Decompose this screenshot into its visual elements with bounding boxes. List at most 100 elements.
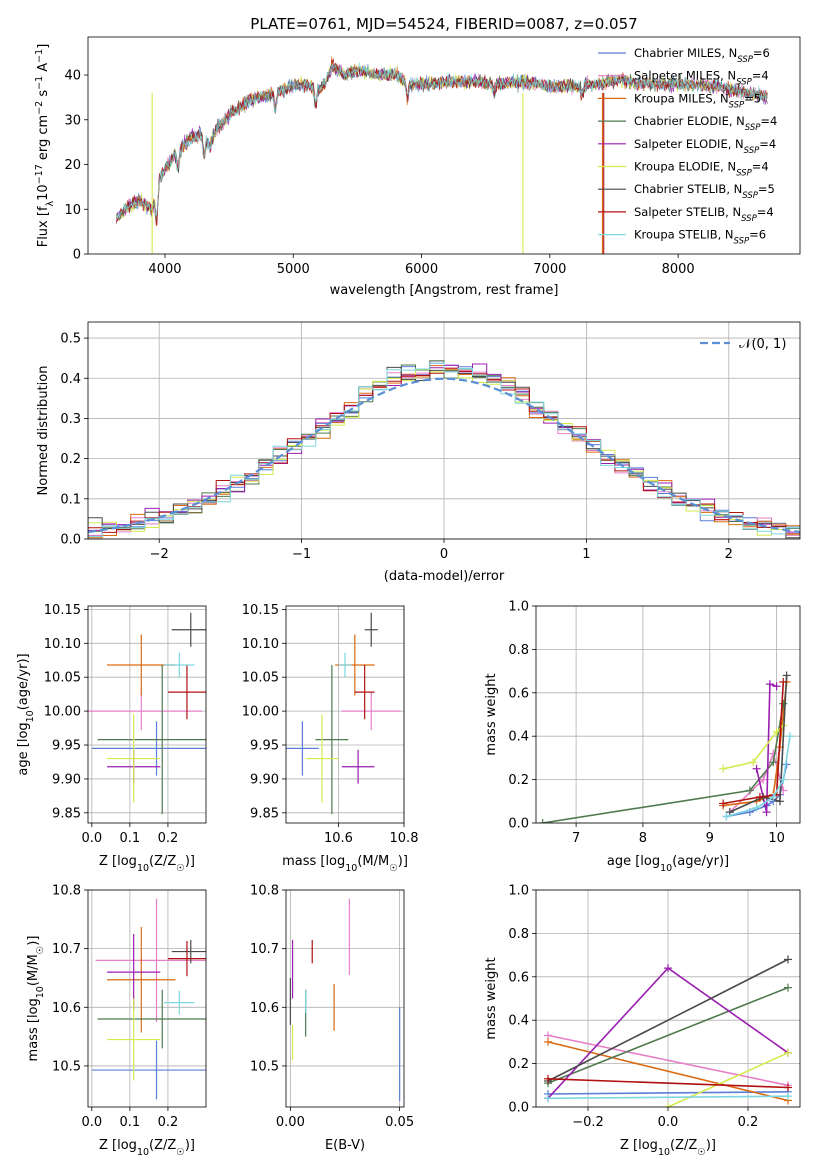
residuals-panel: −2 −1 0 1 2 0.0 0.1 0.2 0.3 0.4 0.5 𝒩(0, 1) (data-mo… — [36, 321, 801, 584]
legend-label: Chabrier STELIB, NSSP=5 — [634, 182, 775, 201]
x-tick-label: 8 — [639, 831, 647, 846]
x-tick-label: −2 — [150, 547, 169, 562]
grid — [286, 606, 405, 823]
x-axis-label: E(B-V) — [325, 1138, 365, 1153]
y-tick-label: 0.6 — [508, 970, 529, 985]
plot-marks — [538, 671, 794, 823]
y-tick-label: 0.2 — [60, 452, 81, 467]
axes-frame — [87, 605, 207, 824]
x-axis-label: Z [log10(Z/Z☉)] — [99, 1138, 195, 1158]
x-axis-label: wavelength [Angstrom, rest frame] — [330, 283, 559, 298]
x-axis-label: age [log10(age/yr)] — [607, 854, 729, 874]
y-tick-label: 10.05 — [242, 671, 279, 686]
y-tick-label: 9.85 — [250, 806, 279, 821]
error-bar-point — [164, 990, 195, 1015]
weight-series-line — [755, 683, 777, 813]
y-tick-label: 0.0 — [508, 1101, 529, 1116]
y-tick-label: 30 — [64, 113, 81, 128]
weight-series-line — [547, 1091, 789, 1095]
y-tick-label: 9.95 — [250, 739, 279, 754]
y-tick-label: 10.10 — [44, 637, 81, 652]
y-tick-label: 9.90 — [250, 772, 279, 787]
error-bar-point — [95, 898, 206, 1022]
error-bar-point — [171, 612, 206, 647]
x-tick-label: 10 — [768, 831, 785, 846]
x-axis-label: Z [log10(Z/Z☉)] — [620, 1138, 716, 1158]
weight-series-line — [729, 675, 788, 813]
y-tick-label: 0.2 — [508, 1057, 529, 1072]
error-bar-point — [107, 926, 176, 1033]
y-tick-label: 10.15 — [44, 603, 81, 618]
grid — [88, 889, 206, 1107]
error-bar-point — [354, 664, 375, 720]
x-tick-label: 0.1 — [120, 831, 141, 846]
weight-series-line — [547, 1041, 789, 1102]
weight-vs-metallicity-panel: −0.2 0.0 0.2 0.0 0.2 0.4 0.6 0.8 1.0 Z [log10(Z/Z… — [484, 884, 801, 1158]
y-tick-label: 1.0 — [508, 884, 529, 899]
legend-label: Chabrier ELODIE, NSSP=4 — [634, 114, 777, 133]
spectrum-line — [115, 62, 768, 219]
error-bar-point — [167, 664, 206, 720]
error-bar-point — [315, 664, 349, 815]
weight-series-line — [547, 1095, 789, 1100]
x-tick-label: 10.8 — [390, 831, 419, 846]
error-bar-point — [338, 652, 352, 678]
error-bar-point — [164, 652, 195, 678]
x-axis-label: Z [log10(Z/Z☉)] — [99, 854, 195, 874]
y-tick-label: 10.8 — [52, 884, 81, 899]
age-vs-mass-panel: 10.6 10.8 9.85 9.90 9.95 10.00 10.05 10.10 10.15… — [242, 603, 419, 874]
weight-series-line — [547, 1078, 789, 1089]
mass-vs-reddening-panel: 0.00 0.05 10.5 10.6 10.7 10.8 E(B-V) — [250, 884, 414, 1154]
y-axis-label: mass weight — [484, 673, 499, 755]
y-axis-label: age [log10(age/yr)] — [16, 653, 36, 775]
axes-frame — [87, 889, 207, 1108]
weight-vs-age-panel: 7 8 9 10 0.0 0.2 0.4 0.6 0.8 1.0 age [log10(age/yr… — [484, 600, 801, 874]
x-tick-label: 7000 — [533, 262, 566, 277]
y-tick-label: 0.2 — [508, 773, 529, 788]
axes-frame — [285, 889, 405, 1108]
legend-label: Kroupa ELODIE, NSSP=4 — [634, 160, 769, 179]
spectrum-line — [115, 58, 768, 226]
plot-marks — [88, 360, 800, 539]
y-tick-label: 9.85 — [52, 806, 81, 821]
error-bar-point — [364, 612, 378, 647]
y-tick-label: 0.0 — [508, 817, 529, 832]
legend-label: 𝒩(0, 1) — [739, 337, 786, 352]
y-tick-label: 10 — [64, 203, 81, 218]
y-tick-label: 0.4 — [60, 372, 81, 387]
x-tick-label: 8000 — [662, 262, 695, 277]
y-tick-label: 0 — [73, 248, 81, 263]
x-tick-label: 7 — [572, 831, 580, 846]
x-tick-label: 0.0 — [81, 1115, 102, 1130]
y-tick-label: 0.5 — [60, 332, 81, 347]
y-tick-label: 10.7 — [250, 942, 279, 957]
error-bar-point — [107, 933, 161, 1011]
y-tick-label: 10.5 — [250, 1059, 279, 1074]
x-tick-label: −1 — [292, 547, 311, 562]
error-bar-point — [91, 721, 206, 776]
y-tick-label: 10.05 — [44, 671, 81, 686]
y-axis-label: mass weight — [484, 957, 499, 1039]
x-axis-label: (data-model)/error — [384, 569, 505, 584]
error-bar-point — [107, 714, 161, 803]
y-tick-label: 9.90 — [52, 772, 81, 787]
x-tick-label: 0.2 — [738, 1115, 759, 1130]
error-bar-point — [97, 664, 206, 815]
y-tick-label: 0.4 — [508, 730, 529, 745]
y-tick-label: 10.6 — [52, 1001, 81, 1016]
y-tick-label: 0.8 — [508, 927, 529, 942]
y-tick-label: 40 — [64, 69, 81, 84]
error-bar-point — [88, 692, 203, 731]
y-tick-label: 0.1 — [60, 492, 81, 507]
y-tick-label: 0.4 — [508, 1014, 529, 1029]
y-tick-label: 9.95 — [52, 739, 81, 754]
grid — [286, 889, 404, 1107]
y-tick-label: 0.3 — [60, 412, 81, 427]
weight-series-line — [547, 1034, 789, 1087]
weight-series-line — [667, 1052, 789, 1107]
x-tick-label: 0.0 — [81, 831, 102, 846]
y-tick-label: 0.0 — [60, 533, 81, 548]
y-tick-label: 10.6 — [250, 1001, 279, 1016]
plot-marks — [91, 898, 206, 1100]
